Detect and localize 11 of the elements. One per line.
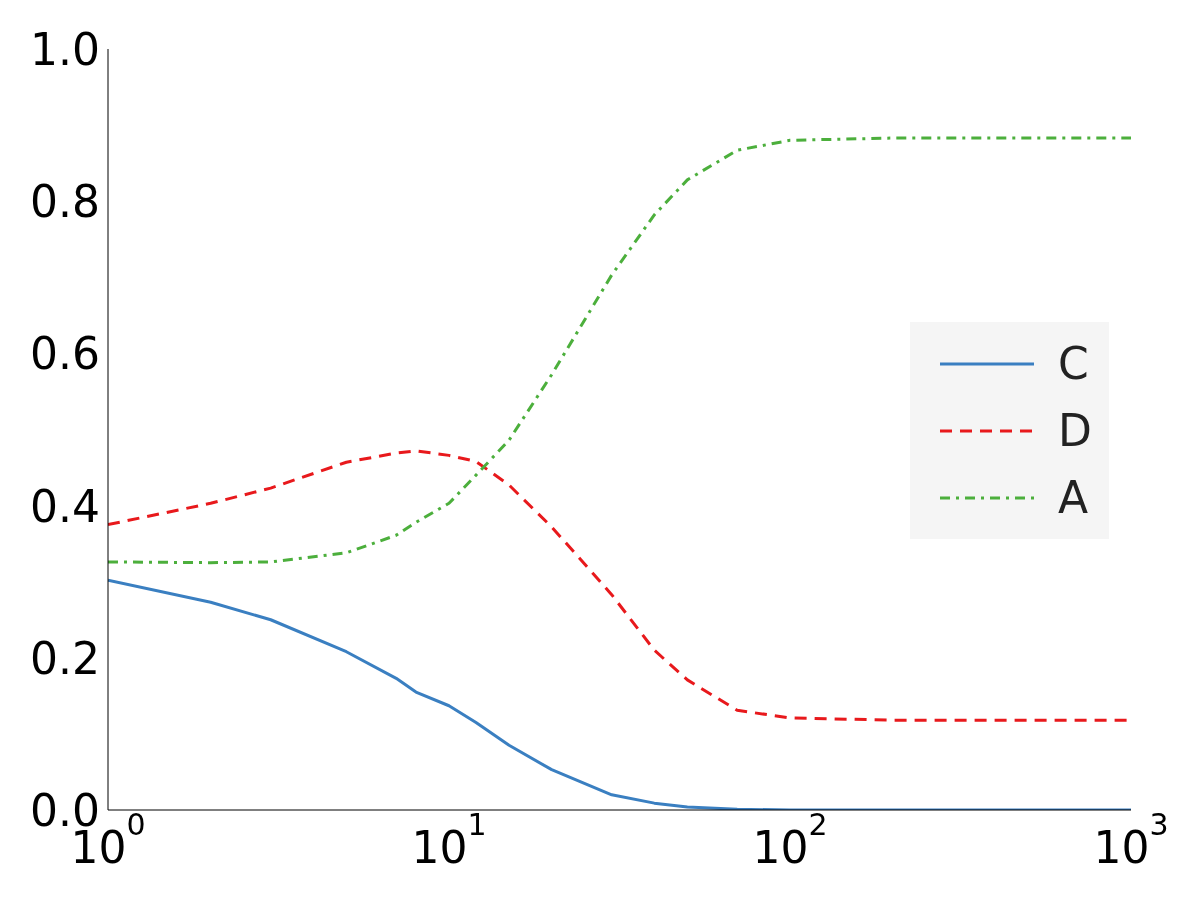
x-tick-label: 10$^{1}$ xyxy=(411,806,487,873)
y-tick-label: 1.0 xyxy=(30,23,100,75)
y-tick-label: 0.2 xyxy=(30,632,100,684)
y-tick-label: 0.6 xyxy=(30,327,100,379)
x-tick-label: 10$^{2}$ xyxy=(752,806,828,873)
y-tick-label: 0.8 xyxy=(30,175,100,227)
legend-label: D xyxy=(1058,405,1092,456)
legend-label: C xyxy=(1058,338,1089,389)
legend-label: A xyxy=(1058,472,1089,523)
x-tick-label: 10$^{3}$ xyxy=(1093,806,1169,873)
y-tick-label: 0.4 xyxy=(30,480,100,532)
